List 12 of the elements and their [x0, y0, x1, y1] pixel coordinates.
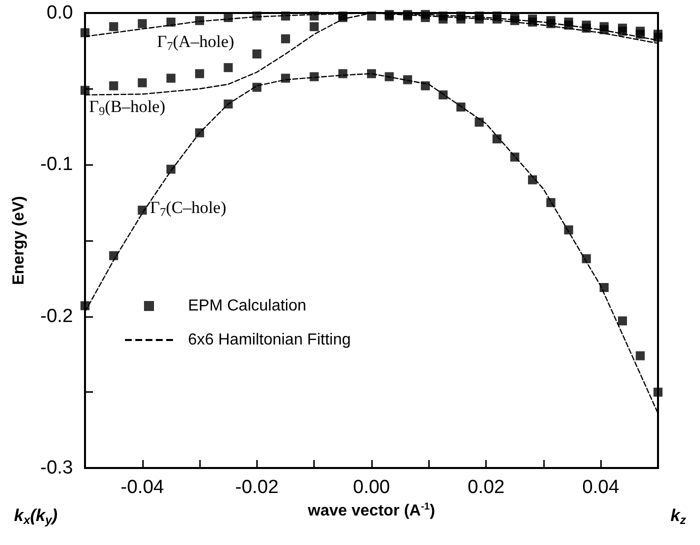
y-tick-label: 0.0	[46, 2, 73, 24]
x-tick-label: -0.02	[235, 477, 279, 498]
y-tick-label: -0.2	[40, 306, 73, 327]
x-tick-label: -0.04	[120, 477, 164, 498]
x-tick-label: 0.02	[468, 477, 505, 498]
legend-label: 6x6 Hamiltonian Fitting	[188, 332, 351, 348]
y-tick-label: -0.3	[40, 458, 73, 478]
y-tick-label: -0.1	[40, 154, 73, 176]
x-tick-label: 0.04	[582, 477, 620, 498]
x-tick-label: 0.00	[353, 477, 390, 498]
y-axis-title: Energy (eV)	[10, 196, 28, 285]
legend-label: EPM Calculation	[188, 298, 306, 314]
